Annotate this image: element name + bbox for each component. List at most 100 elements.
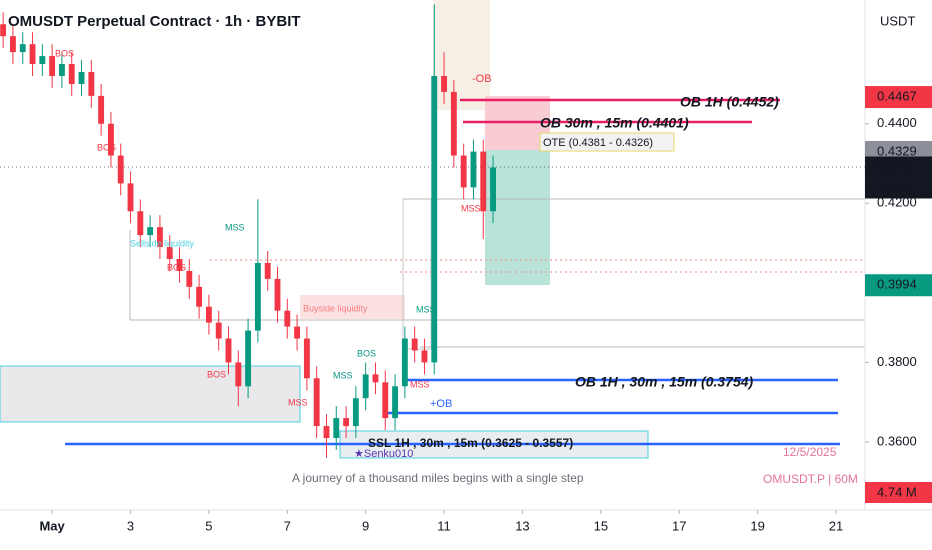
candle-body — [323, 426, 330, 438]
y-tick-label: 0.3600 — [877, 433, 917, 448]
candle-body — [58, 64, 65, 76]
volume-label-bg — [865, 482, 932, 503]
x-tick-label: 13 — [515, 518, 529, 533]
candle-body — [0, 24, 7, 37]
annotation: MSS — [410, 379, 430, 389]
candle-body — [264, 262, 271, 279]
candle-body — [303, 338, 310, 379]
candle-body — [147, 227, 154, 236]
price-label: 0.3994 — [877, 277, 917, 292]
annotation: BOS — [97, 142, 116, 152]
candle-body — [450, 91, 457, 156]
candle-body — [372, 374, 379, 383]
x-tick-label: 19 — [750, 518, 764, 533]
candle-body — [441, 75, 448, 92]
candle-body — [166, 247, 173, 259]
x-tick-label: 15 — [594, 518, 608, 533]
y-tick-label: 0.3800 — [877, 354, 917, 369]
candle-body — [98, 95, 105, 124]
annotation: Sellside liquidity — [130, 238, 195, 248]
candle-body — [392, 386, 399, 419]
zone — [433, 0, 490, 110]
zone — [0, 365, 301, 423]
x-tick-label: May — [39, 518, 65, 533]
candle-body — [480, 151, 487, 212]
candle-body — [274, 278, 281, 311]
candle-body — [294, 326, 301, 339]
annotation: MSS — [461, 203, 481, 213]
candle-body — [137, 211, 144, 236]
annotation: 12/5/2025 — [783, 445, 837, 459]
candle-body — [186, 270, 193, 287]
candle-body — [78, 72, 85, 84]
annotation: BOS — [167, 262, 186, 272]
annotation: ★Senku010 — [354, 448, 413, 460]
annotation: MSS — [333, 370, 353, 380]
candle-body — [411, 338, 418, 351]
x-tick-label: 17 — [672, 518, 686, 533]
price-label: 0.4329 — [877, 143, 917, 158]
annotation: MSS — [225, 222, 245, 232]
candle-body — [176, 258, 183, 271]
x-tick-label: 7 — [284, 518, 291, 533]
x-tick-label: 5 — [205, 518, 212, 533]
candle-body — [225, 338, 232, 363]
annotation: A journey of a thousand miles begins wit… — [292, 471, 584, 485]
countdown: 20:35 — [877, 180, 910, 195]
candle-body — [460, 155, 467, 188]
candle-body — [382, 382, 389, 419]
volume-label: 4.74 M — [877, 484, 917, 499]
candle-body — [421, 350, 428, 363]
x-tick-label: 3 — [127, 518, 134, 533]
annotation: MSS — [416, 304, 436, 314]
annotation: +OB — [430, 398, 452, 410]
candle-body — [68, 64, 75, 84]
candle-body — [9, 36, 16, 53]
price-label-bg — [865, 156, 932, 179]
annotation: -OB — [472, 73, 492, 85]
annotation: Buyside liquidity — [303, 303, 368, 313]
candle-body — [235, 362, 242, 387]
x-tick-label: 21 — [829, 518, 843, 533]
candle-body — [401, 338, 408, 387]
annotation: OTE (0.4381 - 0.4326) — [543, 137, 653, 149]
annotation: OMUSDT.P | 60M — [763, 472, 858, 486]
price-label-bg — [865, 86, 932, 109]
candles — [0, 4, 496, 458]
candle-body — [470, 151, 477, 188]
annotation: SSL 1H , 30m , 15m (0.3625 - 0.3557) — [368, 436, 573, 450]
annotation: BOS — [207, 369, 226, 379]
candle-body — [362, 374, 369, 399]
x-tick-label: 9 — [362, 518, 369, 533]
chart-title: OMUSDT Perpetual Contract · 1h · BYBIT — [8, 13, 301, 30]
candle-body — [127, 183, 134, 212]
candle-body — [19, 44, 26, 53]
candle-body — [343, 418, 350, 427]
x-tick-label: 11 — [437, 518, 451, 533]
annotation: BOS — [55, 48, 74, 58]
y-tick-label: 0.4400 — [877, 115, 917, 130]
candle-body — [284, 310, 291, 327]
annotation: OB 1H , 30m , 15m (0.3754) — [575, 374, 754, 390]
candle-body — [352, 398, 359, 427]
countdown-bg — [865, 178, 932, 199]
candle-body — [156, 227, 163, 248]
candle-body — [205, 306, 212, 323]
candle-body — [117, 155, 124, 184]
price-label-bg — [865, 274, 932, 297]
currency: USDT — [880, 13, 915, 28]
zone — [539, 132, 675, 152]
price-label: 0.4290 — [877, 159, 917, 174]
candle-body — [490, 167, 496, 212]
annotation: OB 30m , 15m (0.4401) — [540, 115, 689, 131]
candle-body — [107, 123, 114, 156]
price-label: 0.4467 — [877, 89, 917, 104]
annotation: BOS — [357, 348, 376, 358]
candle-body — [215, 322, 222, 339]
candle-body — [196, 286, 203, 307]
candle-body — [313, 378, 320, 427]
zone — [300, 295, 405, 319]
annotation: OB 1H (0.4452) — [680, 94, 779, 110]
